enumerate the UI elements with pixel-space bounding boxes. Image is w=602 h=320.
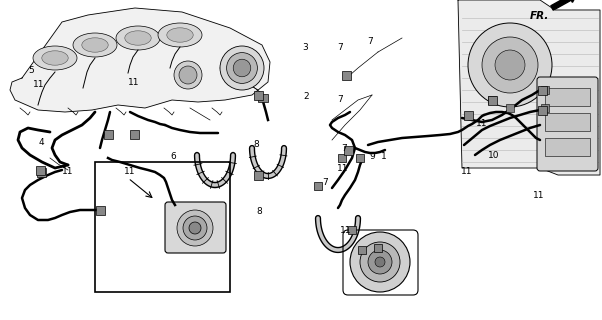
Circle shape <box>177 210 213 246</box>
Circle shape <box>226 52 258 84</box>
Circle shape <box>183 216 207 240</box>
Bar <box>254 171 263 180</box>
Circle shape <box>495 50 525 80</box>
Circle shape <box>368 250 392 274</box>
Bar <box>545 88 590 106</box>
Ellipse shape <box>73 33 117 57</box>
Circle shape <box>375 257 385 267</box>
Bar <box>488 96 497 105</box>
Bar <box>344 146 353 155</box>
Text: 11: 11 <box>128 78 140 87</box>
Bar <box>541 104 549 112</box>
Text: 7: 7 <box>337 95 343 104</box>
Bar <box>464 111 473 120</box>
Text: 8: 8 <box>256 207 262 216</box>
Bar <box>338 154 346 162</box>
Bar <box>506 104 514 112</box>
Text: 11: 11 <box>461 167 473 176</box>
FancyArrow shape <box>551 0 577 10</box>
Circle shape <box>220 46 264 90</box>
Text: 7: 7 <box>337 43 343 52</box>
Text: 11: 11 <box>61 167 73 176</box>
Bar <box>258 94 268 102</box>
Text: 6: 6 <box>170 152 176 161</box>
Bar <box>130 130 139 139</box>
Text: 2: 2 <box>303 92 309 100</box>
Circle shape <box>189 222 201 234</box>
Text: FR.: FR. <box>530 11 550 21</box>
Text: 11: 11 <box>123 167 135 176</box>
Bar <box>541 86 549 94</box>
Bar <box>545 113 590 131</box>
Text: 10: 10 <box>488 151 500 160</box>
Bar <box>37 168 46 177</box>
Ellipse shape <box>158 23 202 47</box>
Bar <box>254 91 263 100</box>
Bar <box>95 162 230 292</box>
Bar <box>374 244 382 252</box>
Text: 7: 7 <box>322 178 328 187</box>
Circle shape <box>350 232 410 292</box>
Text: 5: 5 <box>28 66 34 75</box>
Ellipse shape <box>33 46 77 70</box>
Text: 9: 9 <box>369 152 375 161</box>
Bar <box>538 86 547 95</box>
FancyBboxPatch shape <box>165 202 226 253</box>
Text: 11: 11 <box>533 191 545 200</box>
Bar <box>356 154 364 162</box>
Text: 4: 4 <box>38 138 44 147</box>
Ellipse shape <box>82 38 108 52</box>
Bar <box>538 106 547 115</box>
Circle shape <box>179 66 197 84</box>
Circle shape <box>174 61 202 89</box>
Ellipse shape <box>125 31 151 45</box>
Bar <box>358 246 366 254</box>
Text: 3: 3 <box>302 43 308 52</box>
Text: 1: 1 <box>381 152 387 161</box>
Bar <box>488 96 496 104</box>
Text: 11: 11 <box>340 226 352 235</box>
Bar <box>545 138 590 156</box>
Ellipse shape <box>42 51 68 65</box>
Text: 11: 11 <box>476 119 488 128</box>
Bar <box>342 71 351 80</box>
FancyBboxPatch shape <box>537 77 598 171</box>
Polygon shape <box>458 0 600 175</box>
Text: 11: 11 <box>33 80 45 89</box>
Bar <box>314 182 322 190</box>
Text: 11: 11 <box>337 164 349 172</box>
Bar <box>36 166 45 175</box>
Circle shape <box>468 23 552 107</box>
Bar <box>104 130 113 139</box>
Ellipse shape <box>116 26 160 50</box>
Circle shape <box>233 59 251 77</box>
Polygon shape <box>10 8 270 112</box>
Bar <box>348 226 356 234</box>
Circle shape <box>360 242 400 282</box>
Text: 8: 8 <box>253 140 259 148</box>
Ellipse shape <box>167 28 193 42</box>
Text: 7: 7 <box>341 144 347 153</box>
Text: 7: 7 <box>367 37 373 46</box>
Circle shape <box>482 37 538 93</box>
Bar <box>96 206 105 215</box>
